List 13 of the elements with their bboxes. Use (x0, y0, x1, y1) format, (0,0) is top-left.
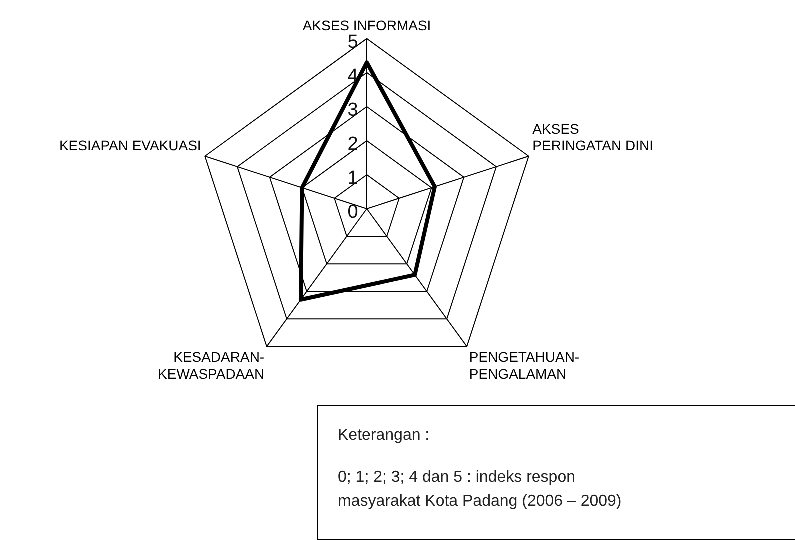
spoke-label: KESADARAN-KEWASPADAAN (158, 349, 265, 382)
y-tick-label: 0 (348, 202, 358, 224)
y-tick-label: 3 (348, 100, 358, 122)
spoke-label: PENGETAHUAN-PENGALAMAN (469, 349, 580, 382)
spoke-label: AKSES INFORMASI (302, 17, 432, 34)
spoke-label: AKSES PERINGATAN DINI (532, 120, 654, 154)
y-tick-label: 5 (348, 32, 358, 54)
text: Keterangan : (338, 426, 431, 446)
spoke-label: KESIAPAN EVAKUASI (59, 138, 202, 154)
text: 0; 1; 2; 3; 4 dan 5 : indeks respon masyarakat Kota Padang (2006 – 2009) (338, 468, 623, 512)
y-tick-label: 4 (348, 66, 359, 88)
y-tick-label: 2 (348, 134, 358, 156)
y-tick-label: 1 (348, 168, 358, 190)
